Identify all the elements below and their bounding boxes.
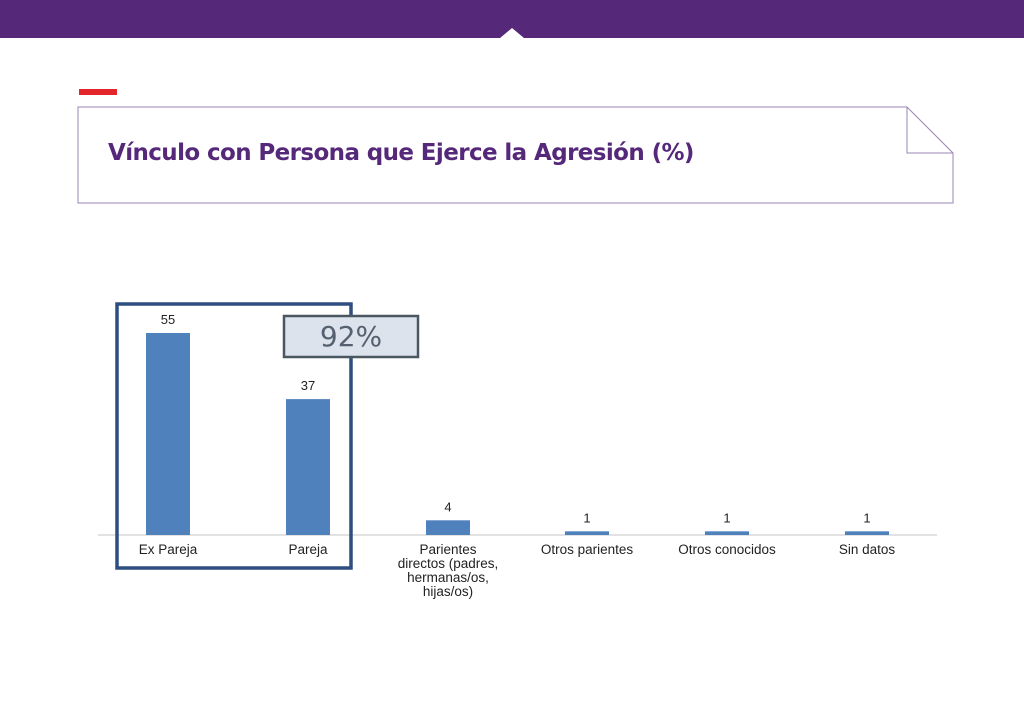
category-label-2-line-0: Parientes xyxy=(419,542,476,557)
data-label-4: 1 xyxy=(723,510,730,525)
category-label-4: Otros conocidos xyxy=(678,542,776,557)
highlight-box xyxy=(115,302,353,570)
page-title: Vínculo con Persona que Ejerce la Agresi… xyxy=(108,140,694,166)
top-bar xyxy=(0,0,1024,38)
bar-4 xyxy=(705,531,749,535)
bar-5 xyxy=(845,531,889,535)
bar-1 xyxy=(286,399,330,535)
category-label-5: Sin datos xyxy=(839,542,896,557)
title-card xyxy=(77,106,954,204)
bar-0 xyxy=(146,333,190,535)
category-label-2-line-3: hijas/os) xyxy=(423,584,473,599)
red-accent-bar xyxy=(79,89,117,95)
folded-corner-icon xyxy=(906,107,953,154)
data-label-0: 55 xyxy=(161,312,175,327)
category-label-3: Otros parientes xyxy=(541,542,634,557)
top-bar-notch-icon xyxy=(500,28,524,38)
category-label-2-line-1: directos (padres, xyxy=(398,556,499,571)
category-label-1: Pareja xyxy=(288,542,328,557)
data-label-3: 1 xyxy=(583,510,590,525)
callout-text: 92% xyxy=(320,320,382,353)
data-label-5: 1 xyxy=(863,510,870,525)
data-label-1: 37 xyxy=(301,378,315,393)
callout-box xyxy=(282,314,420,359)
bar-3 xyxy=(565,531,609,535)
title-card-border xyxy=(77,106,954,204)
data-label-2: 4 xyxy=(444,499,451,514)
category-label-0: Ex Pareja xyxy=(139,542,198,557)
category-label-2-line-2: hermanas/os, xyxy=(407,570,489,585)
bar-2 xyxy=(426,520,470,535)
